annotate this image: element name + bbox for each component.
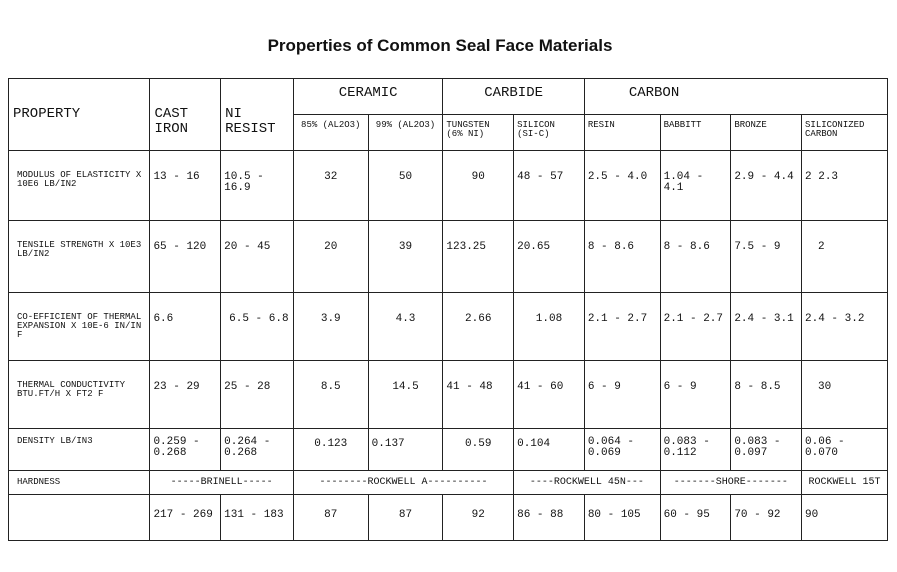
cell: 0.06 - 0.070: [801, 428, 888, 471]
cell: 217 - 269: [149, 494, 222, 541]
row-label: HARDNESS: [7, 470, 151, 495]
cell: 0.083 - 0.097: [730, 428, 803, 471]
header-carbon-babbitt: BABBITT: [659, 114, 732, 151]
cell: 41 - 48: [442, 360, 515, 429]
cell: 92: [442, 494, 515, 541]
header-carbon: CARBON: [583, 78, 889, 115]
cell: 0.59: [442, 428, 515, 471]
cell: 90: [442, 150, 515, 221]
scale-rockwell-a: --------ROCKWELL A----------: [292, 470, 515, 495]
cell: 13 - 16: [149, 150, 222, 221]
header-carbide-silicon: SILICON (SI-C): [513, 114, 585, 151]
header-carbon-siliconized: SILICONIZED CARBON: [801, 114, 888, 151]
cell: 2.5 - 4.0: [583, 150, 661, 221]
cell: 23 - 29: [149, 360, 222, 429]
cell: 20 - 45: [220, 220, 294, 293]
scale-shore: -------SHORE-------: [659, 470, 803, 495]
cell: 2.1 - 2.7: [583, 292, 661, 361]
cell: 65 - 120: [149, 220, 222, 293]
row-label: THERMAL CONDUCTIVITY BTU.FT/H X FT2 F: [7, 360, 151, 429]
cell: 60 - 95: [659, 494, 732, 541]
cell: 8.5: [292, 360, 369, 429]
cell: 2: [801, 220, 888, 293]
cell: 6 - 9: [583, 360, 661, 429]
cell: 0.064 - 0.069: [583, 428, 661, 471]
cell: 70 - 92: [730, 494, 803, 541]
cell: 20.65: [513, 220, 585, 293]
cell: 6.6: [149, 292, 222, 361]
document-title: Properties of Common Seal Face Materials: [267, 36, 613, 55]
cell: 41 - 60: [513, 360, 585, 429]
header-ni-resist: NI RESIST: [220, 78, 294, 151]
header-row-sub: 85% (AL2O3) 99% (AL2O3) TUNGSTEN (6% NI)…: [9, 114, 888, 151]
cell: 0.264 - 0.268: [220, 428, 294, 471]
row-hardness-values: 217 - 269 131 - 183 87 87 92 86 - 88 80 …: [7, 494, 888, 541]
scale-rockwell-45n: ----ROCKWELL 45N---: [513, 470, 661, 495]
cell: 2.66: [442, 292, 515, 361]
cell: 50: [367, 150, 444, 221]
cell: 6 - 9: [659, 360, 732, 429]
scale-brinell: -----BRINELL-----: [149, 470, 294, 495]
cell: 0.104: [513, 428, 585, 471]
cell: 0.259 - 0.268: [149, 428, 222, 471]
row-modulus: MODULUS OF ELASTICITY X 10E6 LB/IN2 13 -…: [7, 150, 888, 221]
header-ceramic-85: 85% (AL2O3): [292, 114, 369, 151]
header-carbide: CARBIDE: [442, 78, 585, 115]
cell: 1.04 - 4.1: [659, 150, 732, 221]
cell: 10.5 - 16.9: [220, 150, 294, 221]
cell: 14.5: [367, 360, 444, 429]
header-carbide-tungsten: TUNGSTEN (6% NI): [442, 114, 515, 151]
row-thermal-conductivity: THERMAL CONDUCTIVITY BTU.FT/H X FT2 F 23…: [7, 360, 888, 429]
scale-rockwell-15t: ROCKWELL 15T: [801, 470, 888, 495]
cell: 8 - 8.6: [583, 220, 661, 293]
cell: 2.9 - 4.4: [730, 150, 803, 221]
cell: 0.137: [367, 428, 444, 471]
cell: 87: [367, 494, 444, 541]
cell: 90: [801, 494, 888, 541]
header-row-top: PROPERTY CAST IRON NI RESIST CERAMIC CAR…: [7, 78, 889, 151]
row-label: CO-EFFICIENT OF THERMAL EXPANSION X 10E-…: [7, 292, 151, 361]
header-property: PROPERTY: [7, 78, 151, 151]
cell: 20: [292, 220, 369, 293]
row-label: DENSITY LB/IN3: [7, 428, 151, 471]
cell: 80 - 105: [583, 494, 661, 541]
row-label: MODULUS OF ELASTICITY X 10E6 LB/IN2: [7, 150, 151, 221]
cell: 2.4 - 3.1: [730, 292, 803, 361]
cell: 30: [801, 360, 888, 429]
cell: 2.1 - 2.7: [659, 292, 732, 361]
row-label-empty: [7, 494, 151, 541]
row-density: DENSITY LB/IN3 0.259 - 0.268 0.264 - 0.2…: [7, 428, 888, 471]
cell: 8 - 8.5: [730, 360, 803, 429]
cell: 1.08: [513, 292, 585, 361]
cell: 39: [367, 220, 444, 293]
cell: 25 - 28: [220, 360, 294, 429]
cell: 2 2.3: [801, 150, 888, 221]
cell: 87: [292, 494, 369, 541]
cell: 7.5 - 9: [730, 220, 803, 293]
row-tensile: TENSILE STRENGTH X 10E3 LB/IN2 65 - 120 …: [7, 220, 888, 293]
header-ceramic-99: 99% (AL2O3): [367, 114, 444, 151]
header-ceramic: CERAMIC: [292, 78, 444, 115]
cell: 6.5 - 6.8: [220, 292, 294, 361]
row-thermal-expansion: CO-EFFICIENT OF THERMAL EXPANSION X 10E-…: [7, 292, 888, 361]
row-hardness-scales: HARDNESS -----BRINELL----- --------ROCKW…: [7, 470, 888, 495]
cell: 0.083 - 0.112: [659, 428, 732, 471]
cell: 0.123: [292, 428, 369, 471]
cell: 4.3: [367, 292, 444, 361]
row-label: TENSILE STRENGTH X 10E3 LB/IN2: [7, 220, 151, 293]
cell: 32: [292, 150, 369, 221]
cell: 123.25: [442, 220, 515, 293]
cell: 131 - 183: [220, 494, 294, 541]
header-carbon-bronze: BRONZE: [730, 114, 803, 151]
cell: 86 - 88: [513, 494, 585, 541]
cell: 3.9: [292, 292, 369, 361]
cell: 48 - 57: [513, 150, 585, 221]
properties-table: PROPERTY CAST IRON NI RESIST CERAMIC CAR…: [7, 78, 889, 541]
cell: 8 - 8.6: [659, 220, 732, 293]
cell: 2.4 - 3.2: [801, 292, 888, 361]
header-cast-iron: CAST IRON: [149, 78, 222, 151]
header-carbon-resin: RESIN: [583, 114, 661, 151]
